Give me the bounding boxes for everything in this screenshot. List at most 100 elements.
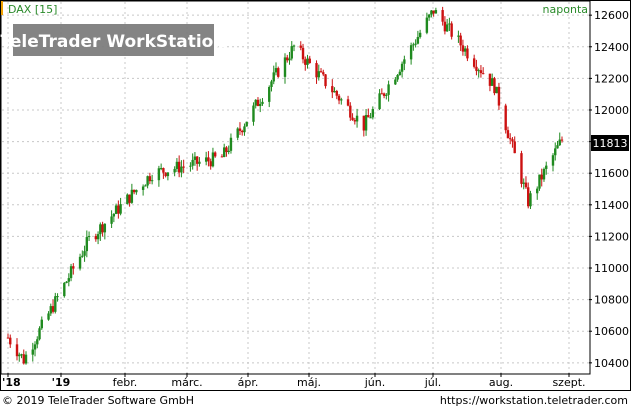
- candle-body: [398, 71, 402, 76]
- x-tick-label: júl.: [424, 376, 442, 389]
- last-value-badge: [591, 135, 629, 151]
- candle-body: [479, 70, 483, 74]
- candle-body: [222, 147, 226, 157]
- candle-body: [126, 194, 129, 205]
- candle-body: [387, 84, 390, 95]
- candle-body: [286, 57, 289, 61]
- candle-body: [324, 74, 327, 87]
- candle-body: [554, 148, 557, 156]
- axis-layer: 1040010600108001100011200114001160011800…: [2, 9, 629, 389]
- footer-copyright: © 2019 TeleTrader Software GmbH: [2, 394, 194, 407]
- candle-body: [243, 126, 246, 133]
- candle-body: [33, 344, 37, 350]
- watermark-text: TeleTrader WorkStation: [1, 32, 226, 52]
- candle-body: [385, 94, 388, 96]
- candle-body: [177, 161, 181, 173]
- candle-body: [461, 45, 465, 52]
- candle-body: [236, 128, 239, 138]
- candle-body: [229, 137, 233, 151]
- x-tick-label: '19: [52, 376, 71, 389]
- candle-body: [227, 150, 230, 153]
- interval-label: naponta: [543, 3, 588, 16]
- candle-body: [466, 48, 469, 59]
- candle-body: [509, 138, 512, 140]
- candle-body: [475, 66, 478, 71]
- candle-body: [495, 86, 498, 94]
- candle-body: [448, 23, 451, 25]
- candle-body: [103, 223, 107, 233]
- candle-body: [369, 117, 372, 119]
- candle-body: [414, 43, 417, 45]
- candle-body: [207, 157, 210, 162]
- x-tick-label: jún.: [364, 376, 386, 389]
- candle-body: [511, 139, 514, 142]
- candle-body: [191, 159, 194, 166]
- candle-body: [319, 71, 323, 73]
- candle-body: [463, 48, 467, 52]
- candle-body: [119, 204, 122, 214]
- y-tick-label: 12400: [594, 41, 629, 54]
- candle-body: [193, 156, 197, 160]
- candle-body: [529, 193, 532, 207]
- candle-body: [56, 296, 59, 298]
- candle-body: [40, 319, 43, 329]
- y-tick-label: 11000: [594, 262, 629, 275]
- candle-body: [308, 58, 311, 64]
- candle-body: [290, 46, 293, 59]
- outer-border: [0, 0, 631, 391]
- candle-body: [477, 70, 480, 72]
- candle-body: [400, 63, 404, 72]
- candle-body: [101, 224, 104, 233]
- y-tick-label: 11400: [594, 199, 629, 212]
- candle-body: [182, 166, 185, 168]
- candle-body: [274, 68, 278, 73]
- candle-body: [99, 224, 102, 235]
- candle-body: [189, 165, 192, 167]
- candle-body: [198, 161, 201, 164]
- candles-layer: [6, 6, 564, 365]
- candle-body: [445, 24, 449, 32]
- candle-body: [54, 296, 57, 312]
- candle-body: [85, 237, 89, 252]
- candle-body: [457, 35, 460, 37]
- candle-body: [117, 205, 120, 214]
- candle-body: [364, 115, 368, 131]
- candle-body: [427, 14, 431, 18]
- candle-body: [15, 344, 19, 357]
- candle-body: [159, 168, 163, 170]
- candle-body: [317, 71, 320, 78]
- candle-body: [144, 185, 147, 187]
- candle-body: [380, 93, 384, 95]
- y-tick-label: 10800: [594, 294, 629, 307]
- candle-body: [335, 91, 338, 96]
- candle-body: [488, 73, 492, 86]
- candle-body: [349, 105, 352, 118]
- candle-body: [346, 99, 350, 106]
- y-tick-label: 12600: [594, 9, 629, 22]
- candle-body: [148, 176, 152, 182]
- candle-body: [394, 79, 397, 85]
- candle-body: [520, 153, 523, 184]
- candle-body: [371, 109, 375, 118]
- candle-body: [538, 174, 541, 189]
- candle-body: [238, 128, 242, 131]
- watermark-box: [13, 24, 214, 56]
- candle-body: [65, 281, 68, 283]
- candle-body: [256, 99, 260, 107]
- candle-body: [72, 266, 75, 269]
- candle-body: [331, 86, 334, 93]
- candle-body: [164, 172, 167, 177]
- candle-body: [545, 165, 548, 169]
- candle-body: [288, 58, 291, 61]
- candle-body: [481, 73, 485, 75]
- candle-body: [277, 68, 280, 77]
- candle-body: [245, 121, 248, 127]
- candle-body: [211, 152, 215, 167]
- y-tick-label: 10400: [594, 357, 629, 370]
- candle-body: [443, 21, 447, 32]
- candle-body: [18, 354, 21, 357]
- candle-body: [225, 147, 228, 153]
- candle-body: [259, 103, 262, 107]
- candle-body: [418, 32, 422, 38]
- candle-body: [493, 78, 496, 94]
